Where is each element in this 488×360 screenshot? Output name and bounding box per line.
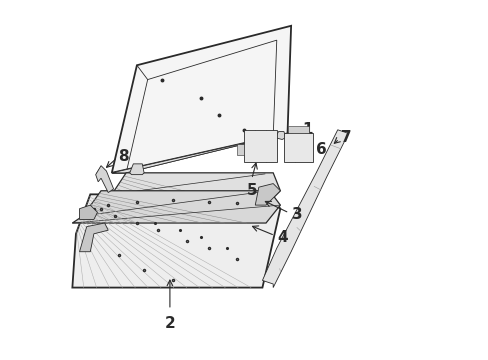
Text: 7: 7 <box>340 130 350 145</box>
Polygon shape <box>112 134 287 173</box>
Polygon shape <box>262 130 348 288</box>
Text: 4: 4 <box>277 230 287 245</box>
Polygon shape <box>104 173 280 205</box>
Polygon shape <box>112 26 290 173</box>
Polygon shape <box>80 205 97 220</box>
Text: 5: 5 <box>246 183 257 198</box>
Polygon shape <box>237 144 244 155</box>
Polygon shape <box>72 194 280 288</box>
Polygon shape <box>274 132 285 139</box>
Polygon shape <box>244 130 276 162</box>
Polygon shape <box>255 184 280 205</box>
Polygon shape <box>129 164 144 175</box>
Polygon shape <box>80 223 108 252</box>
Polygon shape <box>72 191 280 223</box>
Polygon shape <box>284 134 312 162</box>
Polygon shape <box>96 166 113 193</box>
Text: 2: 2 <box>164 316 175 330</box>
Text: 3: 3 <box>291 207 302 222</box>
Text: 6: 6 <box>316 142 326 157</box>
Polygon shape <box>287 126 308 134</box>
Text: 1: 1 <box>302 122 312 137</box>
Text: 8: 8 <box>118 149 129 164</box>
